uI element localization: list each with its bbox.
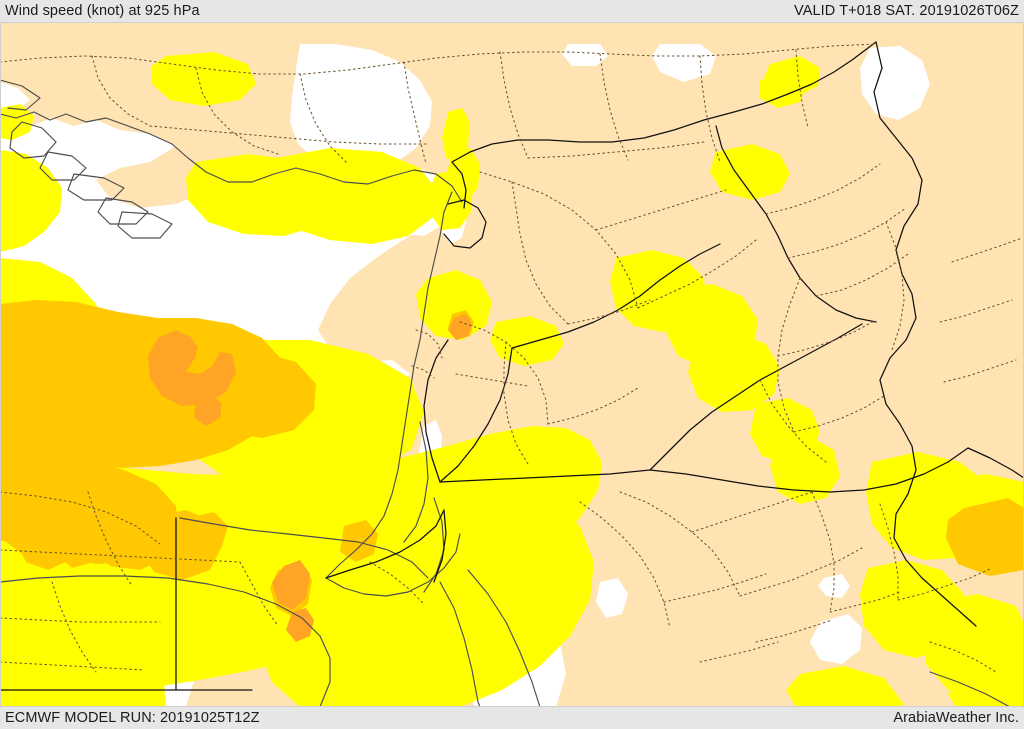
header-bar: Wind speed (knot) at 925 hPa VALID T+018… [0,0,1024,22]
admin-border-layer [0,43,1023,673]
coastline-layer [0,79,1011,707]
map-canvas[interactable] [0,22,1024,707]
national-border-layer [0,41,1024,691]
valid-time-label: VALID T+018 SAT. 20191026T06Z [794,3,1019,19]
footer-bar: ECMWF MODEL RUN: 20191025T12Z ArabiaWeat… [0,707,1024,729]
contour-band-orange [148,314,472,642]
attribution-label: ArabiaWeather Inc. [893,710,1019,726]
page-title: Wind speed (knot) at 925 hPa [5,3,200,19]
model-run-label: ECMWF MODEL RUN: 20191025T12Z [5,710,260,726]
wind-speed-map[interactable] [0,22,1024,707]
